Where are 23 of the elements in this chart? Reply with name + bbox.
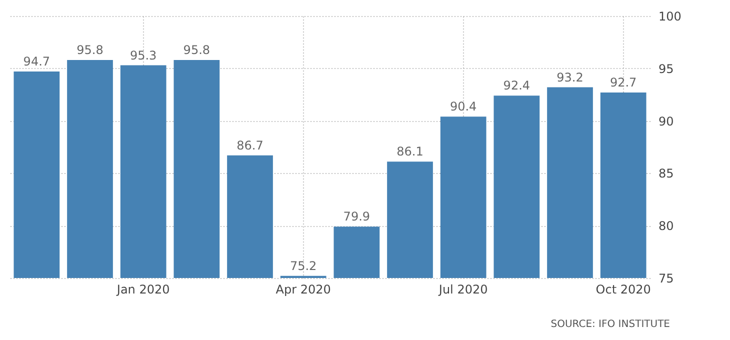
x-tick-label: Jul 2020: [438, 282, 488, 296]
data-label: 95.8: [183, 43, 210, 58]
y-tick-label: 85: [658, 166, 674, 181]
data-label: 92.7: [610, 76, 637, 90]
data-label: 75.2: [290, 258, 317, 273]
y-tick-label: 90: [658, 114, 674, 128]
data-label: 86.7: [236, 138, 264, 152]
data-label: 86.1: [396, 144, 424, 159]
y-tick-label: 80: [658, 219, 674, 234]
data-label: 90.4: [450, 100, 477, 114]
data-label: 79.9: [343, 210, 370, 224]
y-tick-label: 95: [658, 62, 674, 76]
x-tick-label: Jan 2020: [116, 282, 170, 296]
data-label: 94.7: [23, 54, 50, 69]
x-tick-label: Oct 2020: [596, 282, 651, 296]
data-label: 93.2: [556, 70, 584, 84]
x-tick-label: Apr 2020: [276, 282, 331, 296]
y-tick-label: 100: [658, 10, 682, 24]
data-label: 92.4: [503, 78, 530, 93]
y-tick-label: 75: [658, 272, 674, 286]
data-label: 95.3: [130, 48, 157, 62]
data-label: 95.8: [76, 43, 104, 58]
source-note: SOURCE: IFO INSTITUTE: [550, 319, 670, 330]
